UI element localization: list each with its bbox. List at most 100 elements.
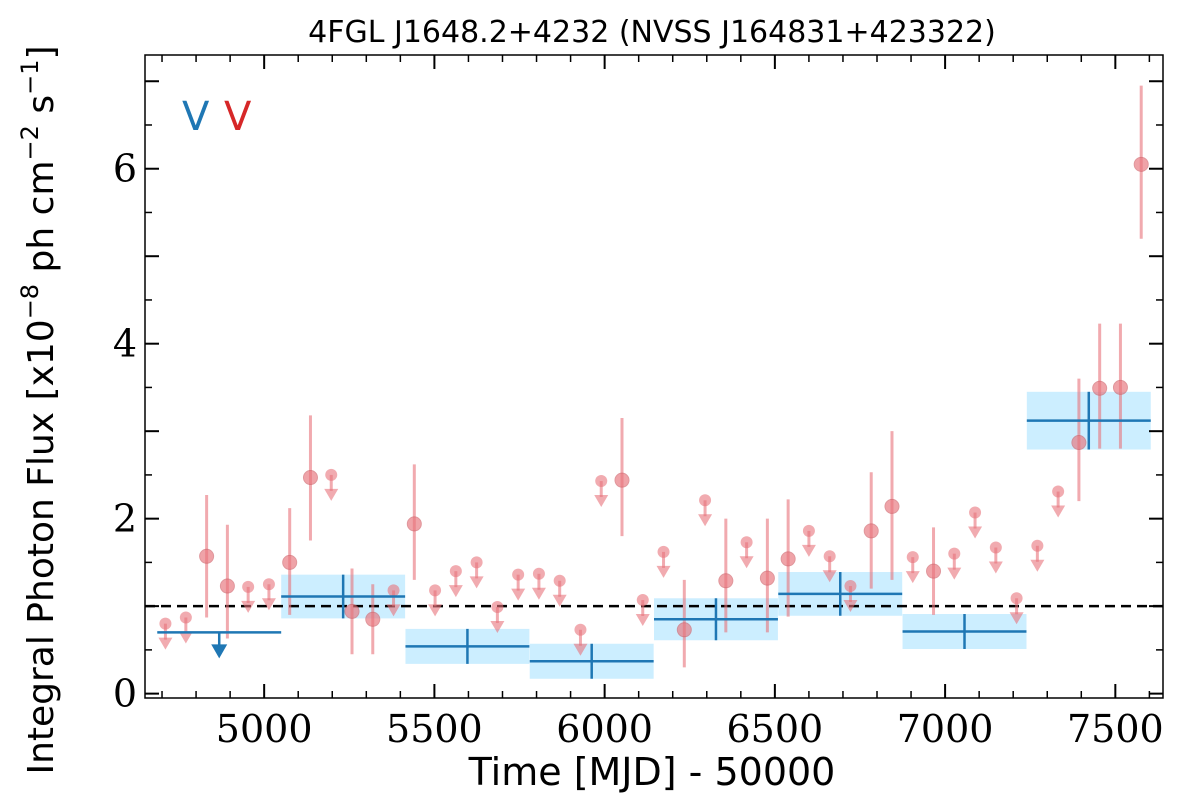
monthly-upper-limit-point (387, 584, 400, 597)
monthly-upper-limit-point (179, 611, 192, 624)
monthly-upper-limit-arrow (428, 604, 443, 617)
y-axis-label-exp-2: −2 (16, 125, 44, 160)
monthly-upper-limit-point (325, 468, 338, 481)
monthly-upper-limit-arrow (822, 570, 837, 583)
monthly-upper-limit-point (595, 475, 608, 488)
monthly-upper-limit-point (948, 547, 961, 560)
monthly-point (863, 523, 879, 539)
monthly-upper-limit-point (657, 545, 670, 558)
monthly-upper-limit-arrow (594, 495, 609, 508)
monthly-point (718, 573, 734, 589)
monthly-upper-limit-arrow (261, 598, 276, 611)
monthly-upper-limit-arrow (968, 526, 983, 539)
y-axis-label-end: ] (21, 45, 62, 59)
monthly-point (1112, 379, 1128, 395)
monthly-point (344, 603, 360, 619)
y-tick-label: 0 (113, 672, 137, 716)
monthly-upper-limit-arrow (988, 561, 1003, 574)
monthly-upper-limit-arrow (635, 614, 650, 627)
monthly-upper-limit-arrow (158, 637, 173, 650)
monthly-upper-limit-arrow (1030, 559, 1045, 572)
monthly-upper-limit-arrow (241, 600, 256, 613)
monthly-point (780, 551, 796, 567)
monthly-upper-limit-arrow (739, 556, 754, 569)
legend-entry-monthly: V (224, 94, 252, 140)
x-axis-ticks: 5000 5500 6000 6500 7000 7500 (161, 55, 1164, 751)
monthly-upper-limit-point (491, 601, 504, 614)
monthly-point (406, 516, 422, 532)
legend: V V (182, 94, 252, 140)
monthly-upper-limit-point (574, 623, 587, 636)
monthly-upper-limit-point (969, 506, 982, 519)
monthly-upper-limit-arrow (511, 588, 526, 601)
monthly-upper-limit-point (429, 584, 442, 597)
monthly-upper-limit-arrow (469, 576, 484, 589)
monthly-upper-limit-arrow (1051, 505, 1066, 518)
monthly-upper-limit-point (1031, 539, 1044, 552)
monthly-point (199, 548, 215, 564)
y-axis-label: Integral Photon Flux [x10−8 ph cm−2 s−1] (16, 45, 62, 774)
y-axis-label-exp-1: −8 (16, 284, 44, 319)
x-axis-label: Time [MJD] - 50000 (468, 750, 836, 794)
y-tick-label: 4 (113, 322, 137, 366)
monthly-upper-limit-arrow (656, 565, 671, 578)
monthly-upper-limit-point (823, 550, 836, 563)
monthly-upper-limit-arrow (178, 631, 193, 644)
monthly-upper-limit-point (740, 536, 753, 549)
monthly-upper-limit-arrow (386, 604, 401, 617)
monthly-upper-limit-arrow (801, 544, 816, 557)
monthly-point (614, 472, 630, 488)
y-axis-label-mid: ph cm (21, 160, 62, 283)
monthly-upper-limit-arrow (552, 594, 567, 607)
monthly-upper-limit-point (262, 578, 275, 591)
monthly-point (302, 470, 318, 486)
monthly-upper-limit-arrow (905, 571, 920, 584)
monthly-point (365, 611, 381, 627)
monthly-point (219, 578, 235, 594)
monthly-upper-limit-arrow (490, 621, 505, 634)
monthly-upper-limit-point (532, 567, 545, 580)
monthly-upper-limit-point (989, 541, 1002, 554)
monthly-upper-limit-point (844, 580, 857, 593)
yearly-bins (157, 391, 1151, 679)
y-axis-label-main: Integral Photon Flux [x10 (21, 319, 62, 774)
monthly-upper-limit-point (802, 524, 815, 537)
chart-title: 4FGL J1648.2+4232 (NVSS J164831+423322) (308, 15, 996, 50)
monthly-upper-limit-point (699, 494, 712, 507)
y-axis-label-mid-2: s (21, 95, 62, 125)
monthly-upper-limit-point (449, 565, 462, 578)
monthly-point (1133, 156, 1149, 172)
x-tick-label: 5000 (216, 707, 313, 751)
monthly-upper-limit-arrow (1009, 612, 1024, 625)
monthly-upper-limit-arrow (573, 643, 588, 656)
monthly-point (282, 554, 298, 570)
monthly-point (676, 622, 692, 638)
monthly-upper-limit-arrow (698, 514, 713, 527)
monthly-upper-limit-arrow (843, 600, 858, 613)
monthly-upper-limit-point (159, 617, 172, 630)
y-tick-label: 2 (113, 497, 137, 541)
x-tick-label: 7000 (897, 707, 994, 751)
monthly-upper-limit-arrow (324, 488, 339, 501)
monthly-point (759, 570, 775, 586)
yearly-upper-limit-arrow (211, 644, 228, 659)
monthly-upper-limit-point (636, 594, 649, 607)
monthly-upper-limit-point (470, 556, 483, 569)
monthly-upper-limit-arrow (947, 567, 962, 580)
x-tick-label: 5500 (386, 707, 483, 751)
x-tick-label: 7500 (1067, 707, 1164, 751)
monthly-upper-limit-point (512, 568, 525, 581)
x-tick-label: 6000 (556, 707, 653, 751)
y-axis-ticks: 0 2 4 6 (113, 80, 1163, 716)
monthly-upper-limit-point (242, 580, 255, 593)
monthly-point (884, 498, 900, 514)
y-axis-label-exp-3: −1 (16, 60, 44, 95)
monthly-point (1092, 380, 1108, 396)
monthly-upper-limit-point (906, 551, 919, 564)
y-tick-label: 6 (113, 147, 137, 191)
legend-entry-yearly: V (182, 94, 210, 140)
x-tick-label: 6500 (727, 707, 824, 751)
plot-frame (144, 54, 1164, 699)
